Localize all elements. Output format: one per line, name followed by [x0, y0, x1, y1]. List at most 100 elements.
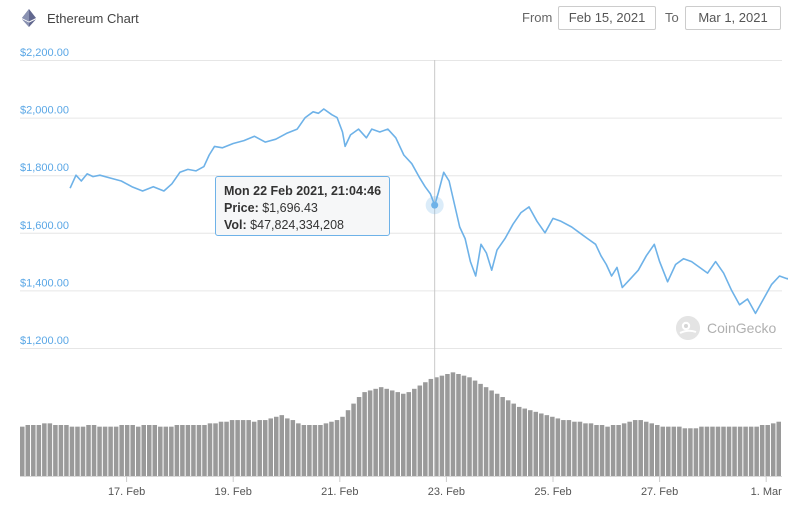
volume-bar — [561, 420, 566, 476]
gecko-logo-icon — [676, 316, 700, 340]
volume-bar — [124, 425, 130, 476]
volume-bar — [594, 425, 599, 476]
x-tick-label: 1. Mar — [751, 486, 783, 498]
volume-bar — [158, 426, 163, 476]
volume-bar — [671, 426, 677, 476]
volume-bar — [229, 420, 235, 476]
from-date-input[interactable] — [558, 6, 656, 30]
volume-bar — [666, 426, 671, 476]
volume-bar — [539, 413, 544, 476]
price-series — [69, 108, 788, 315]
volume-bar — [53, 425, 58, 476]
volume-bar — [384, 388, 389, 476]
x-tick-label: 21. Feb — [321, 486, 358, 498]
volume-bar — [638, 420, 643, 476]
volume-bar — [406, 392, 412, 476]
price-tooltip: Mon 22 Feb 2021, 21:04:46 Price: $1,696.… — [215, 176, 390, 236]
volume-bar — [86, 425, 91, 476]
volume-bar — [25, 425, 31, 476]
volume-bar — [191, 425, 196, 476]
volume-bar — [274, 416, 279, 476]
to-label: To — [665, 10, 679, 25]
volume-bar — [528, 410, 533, 476]
volume-bar — [759, 425, 765, 476]
volume-bar — [340, 416, 345, 476]
x-tick-label: 19. Feb — [215, 486, 252, 498]
volume-bar — [334, 420, 340, 476]
volume-bar — [688, 428, 693, 476]
volume-bar — [423, 382, 428, 476]
volume-bar — [770, 423, 776, 476]
volume-bar — [516, 406, 522, 476]
price-line — [69, 108, 788, 315]
from-label: From — [522, 10, 553, 25]
tooltip-price-value: $1,696.43 — [262, 201, 318, 215]
volume-bar — [461, 375, 467, 476]
volume-bar — [279, 415, 285, 476]
volume-bar — [318, 425, 323, 476]
x-tick-label: 17. Feb — [108, 486, 145, 498]
volume-bar — [401, 393, 406, 476]
volume-bar — [434, 377, 439, 476]
volume-bar — [693, 428, 699, 476]
y-tick-label: $2,200.00 — [20, 47, 69, 59]
volume-bar — [285, 418, 290, 476]
volume-bar — [627, 421, 632, 476]
y-axis-labels: $1,200.00 $1,400.00 $1,600.00 $1,800.00 $2,0… — [20, 47, 69, 347]
chart-header: Ethereum Chart From To — [0, 0, 788, 36]
volume-bar — [301, 425, 307, 476]
volume-bar — [362, 392, 367, 476]
grid-lines — [20, 60, 782, 477]
volume-bar — [130, 425, 135, 476]
to-date-input[interactable] — [685, 6, 781, 30]
volume-bar — [163, 426, 169, 476]
volume-bar — [583, 423, 588, 476]
volume-bar — [329, 421, 334, 476]
volume-bar — [312, 425, 318, 476]
volume-bar — [649, 423, 654, 476]
volume-bar — [257, 420, 262, 476]
volume-bar — [113, 426, 119, 476]
volume-bar — [699, 426, 704, 476]
volume-bar — [412, 388, 417, 476]
volume-bar — [235, 420, 240, 476]
volume-bar — [373, 388, 378, 476]
volume-bar — [511, 403, 516, 476]
volume-bar — [572, 421, 577, 476]
volume-bar — [47, 423, 53, 476]
volume-bar — [533, 411, 539, 476]
volume-bar — [351, 403, 356, 476]
volume-bar — [196, 425, 202, 476]
volume-bar — [246, 420, 251, 476]
volume-bar — [42, 423, 47, 476]
volume-bar — [152, 425, 158, 476]
volume-bar — [307, 425, 312, 476]
volume-bar — [621, 423, 627, 476]
volume-bar — [577, 421, 583, 476]
volume-bar — [555, 418, 561, 476]
volume-bar — [119, 425, 124, 476]
volume-bar — [456, 374, 461, 476]
tooltip-vol-value: $47,824,334,208 — [250, 218, 345, 232]
chart-title: Ethereum Chart — [47, 11, 139, 26]
volume-bar — [632, 420, 638, 476]
volume-bar — [704, 426, 710, 476]
volume-bars — [20, 372, 781, 476]
volume-bar — [378, 387, 384, 476]
volume-bar — [489, 390, 494, 476]
volume-bar — [732, 426, 737, 476]
crosshair — [425, 60, 444, 476]
volume-bar — [748, 426, 754, 476]
x-tick-label: 25. Feb — [534, 486, 571, 498]
volume-bar — [80, 426, 86, 476]
volume-bar — [776, 421, 781, 476]
volume-bar — [224, 421, 229, 476]
volume-bar — [147, 425, 152, 476]
x-tick-label: 27. Feb — [641, 486, 678, 498]
volume-bar — [677, 426, 682, 476]
y-tick-label: $1,200.00 — [20, 335, 69, 347]
volume-bar — [135, 426, 141, 476]
volume-bar — [268, 418, 273, 476]
volume-bar — [296, 423, 301, 476]
